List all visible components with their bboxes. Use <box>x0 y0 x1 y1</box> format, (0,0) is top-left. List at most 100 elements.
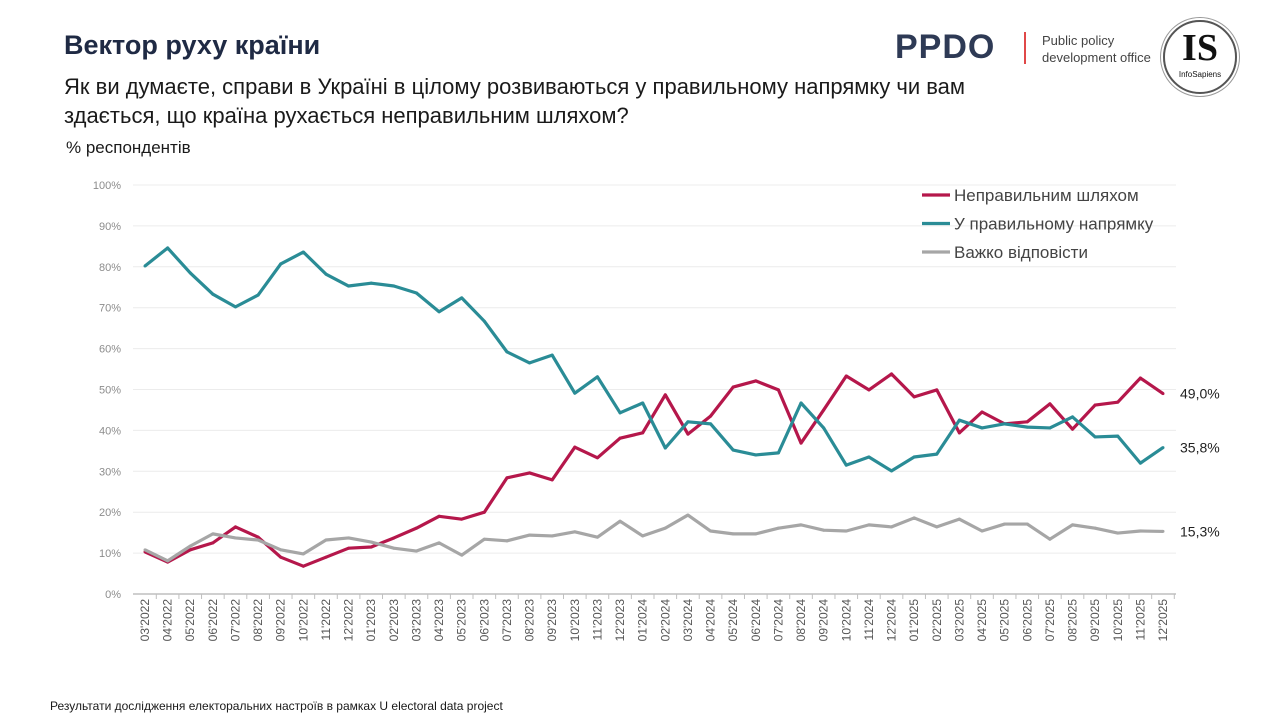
infosapiens-logo: IS InfoSapiens <box>1163 20 1237 94</box>
end-value-label: 49,0% <box>1180 386 1220 402</box>
data-point <box>1071 427 1075 431</box>
y-tick-label: 40% <box>99 425 121 437</box>
data-point <box>550 478 554 482</box>
x-tick-label: 05'2022 <box>183 599 197 642</box>
x-tick-label: 01'2024 <box>636 599 650 642</box>
x-tick-label: 11'2023 <box>590 599 604 641</box>
series-line-0 <box>144 372 1164 568</box>
data-point <box>641 401 645 405</box>
y-tick-label: 60% <box>99 344 121 356</box>
data-point <box>188 271 192 275</box>
data-point <box>1025 522 1029 526</box>
data-point <box>460 553 464 557</box>
x-tick-label: 07'2023 <box>500 599 514 642</box>
data-point <box>437 310 441 314</box>
data-point <box>256 538 260 542</box>
data-point <box>482 537 486 541</box>
data-point <box>505 350 509 354</box>
x-tick-label: 08'2024 <box>794 599 808 642</box>
x-tick-label: 07'2024 <box>771 599 785 642</box>
data-point <box>233 305 237 309</box>
end-value-label: 15,3% <box>1180 523 1220 539</box>
data-point <box>663 526 667 530</box>
ppdo-logo-subtitle: Public policy development office <box>1042 33 1151 65</box>
y-axis-unit: % респондентів <box>66 138 191 157</box>
data-point <box>188 548 192 552</box>
data-point <box>844 374 848 378</box>
data-point <box>641 534 645 538</box>
x-tick-label: 05'2024 <box>726 599 740 642</box>
data-point <box>369 545 373 549</box>
x-tick-label: 03'2023 <box>409 599 423 642</box>
data-point <box>301 250 305 254</box>
y-tick-label: 50% <box>99 385 121 397</box>
x-tick-label: 11'2025 <box>1133 599 1147 641</box>
data-point <box>890 372 894 376</box>
data-point <box>935 452 939 456</box>
data-point <box>211 532 215 536</box>
data-point <box>573 391 577 395</box>
data-point <box>595 535 599 539</box>
data-point <box>1003 522 1007 526</box>
data-point <box>211 292 215 296</box>
data-point <box>233 525 237 529</box>
data-point <box>1003 422 1007 426</box>
data-point <box>437 514 441 518</box>
data-point <box>1025 425 1029 429</box>
data-point <box>799 441 803 445</box>
y-tick-label: 0% <box>105 589 121 601</box>
x-tick-label: 01'2023 <box>364 599 378 642</box>
data-point <box>980 529 984 533</box>
series-line-2 <box>144 513 1164 563</box>
data-point <box>595 456 599 460</box>
data-point <box>1138 529 1142 533</box>
data-point <box>324 555 328 559</box>
y-tick-label: 10% <box>99 548 121 560</box>
data-point <box>731 385 735 389</box>
x-tick-label: 04'2025 <box>975 599 989 642</box>
data-point <box>957 431 961 435</box>
data-point <box>1048 537 1052 541</box>
data-point <box>709 422 713 426</box>
x-tick-label: 10'2022 <box>296 599 310 642</box>
data-point <box>754 453 758 457</box>
data-point <box>392 546 396 550</box>
data-point <box>754 532 758 536</box>
data-point <box>1116 434 1120 438</box>
x-tick-label: 10'2024 <box>839 599 853 642</box>
x-tick-label: 04'2024 <box>704 599 718 642</box>
x-tick-label: 08'2025 <box>1066 599 1080 642</box>
data-point <box>256 535 260 539</box>
data-point <box>550 534 554 538</box>
data-point <box>890 469 894 473</box>
data-point <box>731 448 735 452</box>
data-point <box>392 284 396 288</box>
data-point <box>460 517 464 521</box>
survey-question: Як ви думаєте, справи в Україні в цілому… <box>64 74 966 128</box>
data-point <box>1116 400 1120 404</box>
x-tick-label: 01'2025 <box>907 599 921 642</box>
data-point <box>166 246 170 250</box>
data-point <box>324 538 328 542</box>
data-point <box>799 401 803 405</box>
data-point <box>618 436 622 440</box>
x-tick-label: 08'2022 <box>251 599 265 642</box>
x-tick-label: 02'2024 <box>658 599 672 642</box>
data-point <box>1071 523 1075 527</box>
data-point <box>754 379 758 383</box>
legend-label: Неправильним шляхом <box>954 186 1139 205</box>
data-point <box>1138 376 1142 380</box>
x-tick-label: 09'2025 <box>1088 599 1102 642</box>
ppdo-logo: PPDO <box>895 28 996 66</box>
data-point <box>482 319 486 323</box>
data-point <box>279 262 283 266</box>
x-tick-label: 02'2023 <box>387 599 401 642</box>
data-point <box>1161 392 1165 396</box>
data-point <box>799 523 803 527</box>
data-point <box>211 541 215 545</box>
data-point <box>369 540 373 544</box>
x-tick-label: 07'2022 <box>228 599 242 642</box>
infosapiens-logo-text: InfoSapiens <box>1178 70 1222 79</box>
x-tick-label: 03'2022 <box>138 599 152 642</box>
